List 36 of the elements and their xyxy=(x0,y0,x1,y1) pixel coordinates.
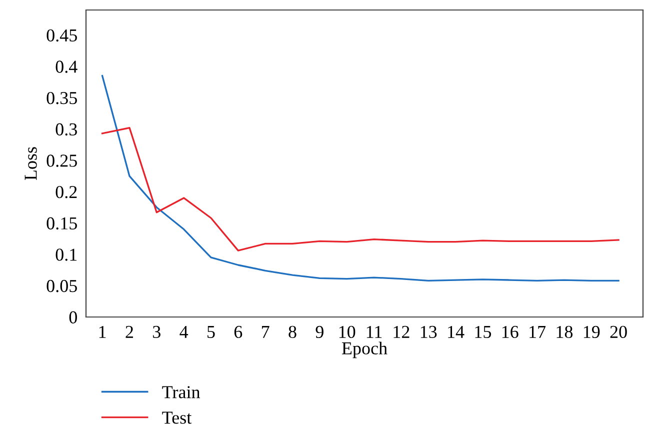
x-tick-label: 20 xyxy=(610,326,627,338)
x-tick-label: 2 xyxy=(126,326,133,338)
line-series xyxy=(101,74,620,282)
x-axis-title: Epoch xyxy=(342,342,388,358)
x-tick-label: 18 xyxy=(556,326,573,338)
x-tick-label: 15 xyxy=(475,326,492,338)
x-tick-label: 12 xyxy=(394,326,410,338)
x-tick-label: 5 xyxy=(208,326,215,338)
x-tick-label: 8 xyxy=(288,326,296,338)
y-tick-label: 0.2 xyxy=(56,186,77,198)
y-tick-label: 0.1 xyxy=(56,248,77,261)
y-tick-label: 0.25 xyxy=(46,154,77,167)
y-tick-label: 0.05 xyxy=(46,280,77,292)
y-tick-label: 0.4 xyxy=(56,60,78,73)
y-tick-label: 0.15 xyxy=(46,217,77,230)
x-tick-label: 14 xyxy=(448,326,464,338)
legend-label: Test xyxy=(162,412,192,424)
legend-label: Train xyxy=(162,386,200,398)
x-tick-label: 4 xyxy=(180,326,188,338)
x-tick-label: 13 xyxy=(420,326,437,338)
x-tick-label: 11 xyxy=(366,326,382,338)
y-tick-label: 0.3 xyxy=(56,123,77,136)
x-tick-label: 6 xyxy=(234,326,242,338)
x-tick-label: 16 xyxy=(502,326,518,338)
y-tick-label: 0.35 xyxy=(46,92,77,104)
y-tick-label: 0 xyxy=(69,311,77,324)
y-tick-label: 0.45 xyxy=(46,29,77,42)
x-tick-label: 17 xyxy=(530,326,546,338)
x-tick-label: 1 xyxy=(99,326,106,338)
x-tick-label: 7 xyxy=(262,326,270,338)
x-tick-label: 10 xyxy=(339,326,356,338)
x-tick-label: 9 xyxy=(316,326,324,338)
x-tick-label: 3 xyxy=(152,326,160,338)
y-axis-title: Loss xyxy=(24,147,37,180)
line-series xyxy=(101,126,620,252)
x-tick-label: 19 xyxy=(584,326,600,338)
